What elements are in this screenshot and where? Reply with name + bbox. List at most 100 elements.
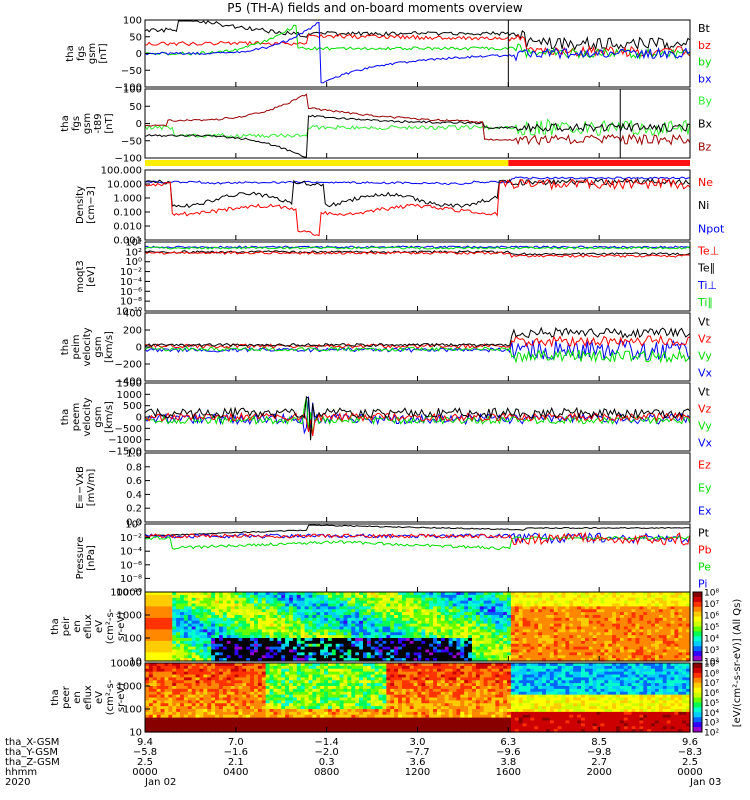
temperature-traces (144, 245, 691, 258)
peer-spec-colorbar-tick-label: 10⁷ (704, 679, 719, 689)
pressure-ytick-label: 10⁻¹⁰ (116, 588, 142, 599)
fgs-t89-traces (144, 93, 691, 158)
efield-panel-frame (144, 452, 691, 523)
density-ni-line (144, 178, 691, 209)
peem-velocity-ylabel-line: peem (71, 403, 82, 431)
peem-velocity-ylabel-line: velocity (82, 397, 93, 436)
xaxis-col-6-value: −8.3 (678, 747, 702, 758)
fgs-ytick-label: 100 (123, 16, 142, 27)
temperature-ytick-label: 10⁻⁶ (120, 287, 142, 298)
density-legend-Npot: Npot (698, 223, 725, 236)
peir-spec-colorbar-tick-label: 10⁴ (704, 635, 719, 645)
density-ne-line (144, 177, 691, 237)
peer-spec-colorbar-tick-label: 10⁹ (704, 660, 719, 670)
pressure-legend-Pt: Pt (698, 526, 710, 539)
fgs-bt-line (144, 20, 691, 51)
peim-velocity-legend-Vx: Vx (698, 366, 713, 379)
peem-velocity-ylabel-line: tha (60, 409, 71, 425)
fgs-bx-line (144, 22, 691, 84)
peir-spec-colorbar-tick-label: 10⁸ (704, 589, 719, 599)
xaxis-col-3-value: 1200 (405, 767, 430, 778)
fgs-t89-legend-By: By (698, 95, 713, 108)
density-ytick-label: 0.010 (113, 222, 142, 233)
temperature-ylabel: moqt3[eV] (75, 260, 97, 293)
fgs-t89-ytick-label: −100 (115, 154, 142, 165)
pressure-ylabel-line: [nPa] (86, 545, 97, 571)
peem-velocity-ylabel: thapeemvelocitygsm[km/s] (60, 397, 115, 436)
xaxis-col-0-value: 9.4 (137, 737, 153, 748)
fgs-t89-ytick-label: 50 (129, 102, 142, 113)
peim-velocity-ylabel-line: gsm (93, 336, 104, 357)
xaxis-col-3-value: −7.7 (405, 747, 429, 758)
peer-spec-ytick-label: 10000 (110, 659, 142, 670)
peer-image (145, 663, 691, 733)
density-ylabel: Density[cm−3] (75, 186, 97, 224)
xaxis-col-5-value: −9.8 (587, 747, 611, 758)
temperature-legend-Ti∥: Ti∥ (697, 296, 713, 309)
efield-ylabel-line: E=−VxB (75, 466, 86, 509)
xaxis-col-2-value: −1.4 (315, 737, 339, 748)
peir-spec-ytick-label: 100 (123, 634, 142, 645)
peir-spec-colorbar-tick-label: 10⁵ (704, 623, 719, 633)
pressure-legend-Pi: Pi (698, 577, 707, 590)
xaxis-col-6-value: 0000 (677, 767, 702, 778)
efield-legend-Ez: Ez (698, 459, 711, 472)
peim-velocity-ylabel: thapeimvelocitygsm[km/s] (60, 327, 115, 366)
peem-vz-line (144, 411, 691, 437)
fgs-ylabel-line: [nT] (98, 43, 109, 63)
fgs-t89-legend-Bz: Bz (698, 141, 712, 154)
peer-spec-colorbar-tick-label: 10³ (704, 719, 719, 729)
efield-ylabel-line: [mV/m] (86, 469, 97, 507)
density-traces (144, 176, 691, 237)
peir-spec-colorbar-tick-label: 10⁷ (704, 600, 719, 610)
peim-velocity-ytick-label: 400 (123, 309, 142, 320)
pressure-ylabel: Pressure[nPa] (75, 537, 97, 580)
fgs-t89-bx-line (144, 114, 691, 158)
temperature-ylabel-line: [eV] (86, 266, 97, 287)
peer-spec-ylabel-line: eflux (83, 685, 94, 710)
xaxis-col-5-value: 2000 (586, 767, 611, 778)
peem-velocity-legend-Vy: Vy (698, 419, 712, 432)
peir-spec-colorbar-tick-label: 10³ (704, 646, 719, 656)
peim-velocity-ytick-label: 0 (136, 343, 142, 354)
colorbar-label: [eV/(cm²-s-sr-eV)] (All Qs) (732, 599, 743, 728)
peem-velocity-ytick-label: −1000 (108, 435, 142, 446)
efield-ytick-label: 0.0 (126, 518, 142, 529)
pressure-pi-line (144, 532, 691, 545)
pressure-ytick-label: 10⁻² (120, 533, 142, 544)
fgs-t89-panel-frame (144, 88, 691, 159)
peem-velocity-ytick-label: −500 (115, 424, 142, 435)
peir-spec-ylabel-line: eV (94, 620, 105, 633)
peir-spec-ylabel-line: (cm²-s- (105, 608, 116, 644)
peer-spec-ylabel: thapeerenefluxeV(cm²-s-sr-eV) (50, 679, 127, 715)
fgs-bz-line (144, 33, 691, 58)
density-ytick-label: 1.000 (113, 194, 142, 205)
density-ylabel-line: [cm−3] (86, 186, 97, 224)
peir-spec-ylabel-line: tha (50, 618, 61, 634)
fgs-legend-bz: bz (698, 39, 711, 52)
xaxis-row-label-4: 2020 (5, 777, 30, 788)
peer-spec-ylabel-line: sr-eV) (116, 683, 127, 712)
pressure-ytick-label: 10⁰ (125, 520, 142, 531)
peer-spec-colorbar-tick-label: 10⁴ (704, 709, 719, 719)
peim-velocity-legend-Vz: Vz (698, 332, 712, 345)
fgs-ytick-label: −100 (115, 83, 142, 94)
xaxis-col-2-value: 0800 (314, 767, 339, 778)
peem-vt-line (144, 396, 691, 441)
temperature-ytick-label: 10⁻² (120, 267, 142, 278)
pressure-ylabel-line: Pressure (75, 537, 86, 580)
fgs-ylabel-line: tha (65, 45, 76, 61)
xaxis-col-0-value: 2.5 (137, 757, 153, 768)
pressure-panel-frame (144, 523, 691, 593)
fgs-ylabel: thafgsgsm[nT] (65, 43, 109, 64)
efield-ytick-label: 0.8 (126, 462, 142, 473)
peir-spec-ylabel-line: en (72, 620, 83, 633)
temperature-ytick-label: 10⁻¹⁰ (116, 307, 142, 318)
peer-spec-colorbar-tick-label: 10⁶ (704, 689, 719, 699)
temperature-legend-Ti⊥: Ti⊥ (697, 279, 717, 292)
peer-spec-ylabel-line: en (72, 691, 83, 704)
pressure-pe-line (144, 535, 691, 551)
density-legend-Ne: Ne (698, 176, 713, 189)
xaxis-col-1-value: 0400 (223, 767, 248, 778)
